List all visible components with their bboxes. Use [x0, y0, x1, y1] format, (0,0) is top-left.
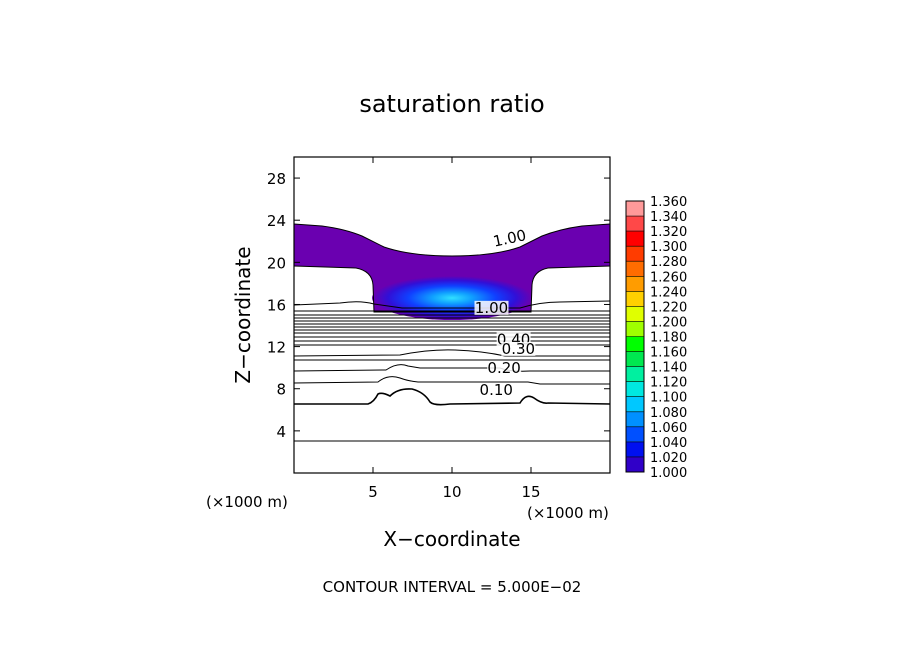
contour-label: 0.30: [501, 340, 536, 358]
colorbar-label: 1.000: [650, 466, 687, 481]
colorbar-label: 1.180: [650, 331, 687, 346]
y-tick-label: 8: [276, 381, 286, 399]
svg-text:0.30: 0.30: [502, 340, 535, 358]
colorbar-swatch: [626, 261, 644, 277]
x-axis-label: X−coordinate: [383, 527, 520, 551]
colorbar-swatch: [626, 366, 644, 382]
colorbar-label: 1.040: [650, 436, 687, 451]
contour-label: 0.20: [487, 359, 522, 377]
x-tick-label: 10: [442, 483, 461, 501]
colorbar-swatch: [626, 216, 644, 232]
y-axis-label: Z−coordinate: [231, 246, 255, 383]
colorbar-label: 1.120: [650, 376, 687, 391]
y-tick-label: 12: [267, 339, 286, 357]
contour-interval-note: CONTOUR INTERVAL = 5.000E−02: [323, 578, 582, 596]
colorbar-label: 1.220: [650, 300, 687, 315]
colorbar-swatch: [626, 306, 644, 322]
y-tick-label: 28: [267, 170, 286, 188]
colorbar-label: 1.060: [650, 421, 687, 436]
colorbar-label: 1.140: [650, 361, 687, 376]
colorbar-label: 1.320: [650, 225, 687, 240]
contour-line-0.35: [294, 349, 610, 357]
colorbar-label: 1.280: [650, 255, 687, 270]
colorbar-swatch: [626, 291, 644, 307]
colorbar: 1.3601.3401.3201.3001.2801.2601.2401.220…: [625, 195, 687, 481]
x-tick-label: 15: [521, 483, 540, 501]
colorbar-swatch: [626, 426, 644, 442]
colorbar-label: 1.260: [650, 270, 687, 285]
plot-area: 1.001.000.400.300.200.10: [294, 223, 610, 442]
contour-line-0.95: [294, 300, 610, 309]
colorbar-swatch: [626, 351, 644, 367]
y-tick-label: 20: [267, 254, 286, 272]
svg-text:0.20: 0.20: [487, 359, 520, 377]
colorbar-swatch: [626, 321, 644, 337]
colorbar-label: 1.100: [650, 391, 687, 406]
colorbar-label: 1.160: [650, 346, 687, 361]
colorbar-swatch: [626, 456, 644, 472]
contour-line-0.25: [294, 364, 610, 372]
colorbar-swatch: [626, 381, 644, 397]
contour-line-1.00-bottom: [294, 265, 610, 313]
colorbar-swatch: [626, 246, 644, 262]
colorbar-swatch: [626, 336, 644, 352]
colorbar-swatch: [626, 396, 644, 412]
saturation-fill-region: [294, 224, 610, 312]
colorbar-label: 1.340: [650, 210, 687, 225]
colorbar-swatch: [626, 441, 644, 457]
colorbar-swatch: [626, 411, 644, 427]
svg-text:1.00: 1.00: [475, 299, 508, 317]
colorbar-label: 1.080: [650, 406, 687, 421]
contour-label: 1.00: [474, 299, 509, 317]
colorbar-label: 1.200: [650, 315, 687, 330]
contour-line-1.00-top: [294, 223, 610, 257]
contour-line-0.10: [294, 388, 610, 406]
y-tick-label: 24: [267, 212, 286, 230]
y-tick-label: 16: [267, 296, 286, 314]
x-axis-unit-label: (×1000 m): [527, 504, 609, 522]
svg-text:0.10: 0.10: [480, 381, 513, 399]
colorbar-label: 1.240: [650, 285, 687, 300]
colorbar-label: 1.020: [650, 451, 687, 466]
y-tick-label: 4: [276, 423, 286, 441]
x-tick-label: 5: [368, 483, 378, 501]
chart-title: saturation ratio: [359, 90, 544, 118]
colorbar-swatch: [626, 276, 644, 292]
colorbar-swatch: [626, 231, 644, 247]
contour-line-0.20: [294, 376, 610, 385]
colorbar-swatch: [626, 201, 644, 217]
y-axis-unit-label: (×1000 m): [206, 493, 288, 511]
colorbar-label: 1.360: [650, 195, 687, 210]
colorbar-label: 1.300: [650, 240, 687, 255]
contour-label: 0.10: [479, 381, 514, 399]
